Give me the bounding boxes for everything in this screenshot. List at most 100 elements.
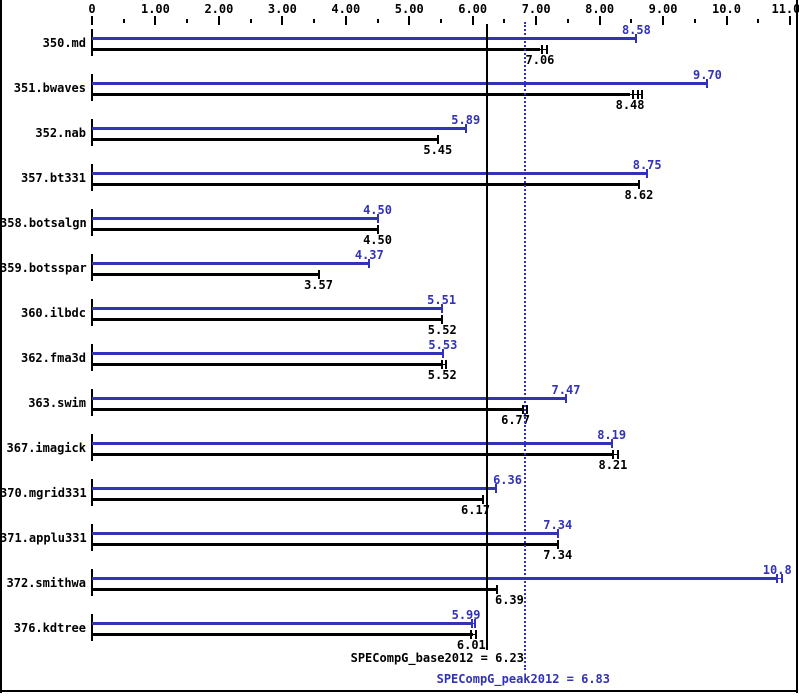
base-run-tick [525,405,528,414]
x-axis-minor-tick [757,19,760,23]
peak-run-tick [464,124,467,133]
x-axis-minor-tick [630,19,633,23]
base-bar [92,318,443,321]
base-value-label: 6.17 [461,503,490,517]
base-run-tick [445,360,448,369]
base-run-extension [521,409,527,410]
base-run-tick [556,540,559,549]
x-axis-minor-tick [439,19,442,23]
x-axis-minor-tick [376,19,379,23]
peak-value-label: 7.47 [551,383,581,397]
peak-bar [92,217,378,220]
peak-bar [92,397,566,400]
base-run-tick [470,630,473,639]
x-axis-tick-label: 11.0 [771,2,799,16]
peak-bar [92,262,370,265]
x-axis-tick-label: 3.00 [267,2,297,16]
row-baseline-tick [91,119,93,146]
peak-run-tick [564,394,567,403]
x-axis-major-tick [217,16,220,25]
base-run-tick [641,90,644,99]
peak-value-label: 4.50 [363,203,392,217]
benchmark-label: 351.bwaves [13,81,86,95]
peak-value-label: 6.36 [493,473,522,487]
x-axis-minor-tick [693,19,696,23]
peak-value-label: 5.53 [428,338,458,352]
base-run-tick [637,180,640,189]
peak-value-label: 5.51 [427,293,457,307]
x-axis-major-tick [598,16,601,25]
x-axis-minor-tick [186,19,189,23]
base-bar [92,633,474,636]
row-baseline-tick [91,434,93,461]
peak-value-label: 8.58 [621,23,651,37]
x-axis-major-tick [662,16,665,25]
x-axis-major-tick [535,16,538,25]
base-bar [92,93,631,96]
x-axis-tick-label: 6.00 [458,2,488,16]
x-axis-major-tick [471,16,474,25]
benchmark-label: 376.kdtree [13,621,86,635]
peak-bar [92,82,708,85]
x-axis-minor-tick [249,19,252,23]
peak-run-tick [646,169,649,178]
peak-run-tick [781,574,784,583]
peak-run-tick [706,79,709,88]
row-baseline-tick [91,209,93,236]
peak-run-tick [556,529,559,538]
base-value-label: 8.62 [624,188,654,202]
benchmark-label: 358.botsalgn [0,216,87,230]
base-run-tick [482,495,485,504]
chart-border-right [796,0,798,693]
peak-run-tick [474,619,477,628]
base-run-tick [637,90,640,99]
base-value-label: 7.06 [525,53,555,67]
benchmark-label: 357.bt331 [20,171,86,185]
x-axis-minor-tick [122,19,125,23]
peak-run-tick [471,619,474,628]
base-run-tick [521,405,524,414]
x-axis-major-tick [788,16,791,25]
peak-value-label: 7.34 [543,518,573,532]
peak-bar [92,37,637,40]
peak-run-extension [472,623,476,624]
peak-run-tick [440,304,443,313]
base-bar [92,453,613,456]
peak-bar [92,577,778,580]
row-baseline-tick [91,344,93,371]
peak-metric-label: SPECompG_peak2012 = 6.83 [436,672,610,686]
x-axis-major-tick [344,16,347,25]
base-bar [92,408,522,411]
base-metric-label: SPECompG_base2012 = 6.23 [350,651,524,665]
peak-value-label: 5.89 [451,113,481,127]
base-run-tick [436,135,439,144]
peak-run-tick [441,349,444,358]
peak-mean-line [524,22,527,670]
row-baseline-tick [91,74,93,101]
x-axis-tick-label: 4.00 [331,2,361,16]
base-bar [92,48,540,51]
base-run-tick [441,360,444,369]
chart-border-left [0,0,2,693]
base-run-extension [442,364,447,365]
benchmark-label: 362.fma3d [20,351,86,365]
base-run-extension [612,454,618,455]
row-baseline-tick [91,569,93,596]
base-run-tick [496,585,499,594]
benchmark-label: 370.mgrid331 [0,486,87,500]
peak-run-tick [610,439,613,448]
base-bar [92,183,639,186]
x-axis-tick-label: 5.00 [394,2,424,16]
x-axis-minor-tick [503,19,506,23]
peak-bar [92,172,648,175]
benchmark-label: 372.smithwa [6,576,86,590]
benchmark-label: 371.applu331 [0,531,87,545]
peak-bar [92,622,473,625]
base-run-extension [539,49,547,50]
peak-bar [92,442,612,445]
x-axis-major-tick [154,16,157,25]
base-run-tick [611,450,614,459]
base-value-label: 6.01 [456,638,486,652]
peak-run-tick [776,574,779,583]
peak-run-extension [777,578,783,579]
